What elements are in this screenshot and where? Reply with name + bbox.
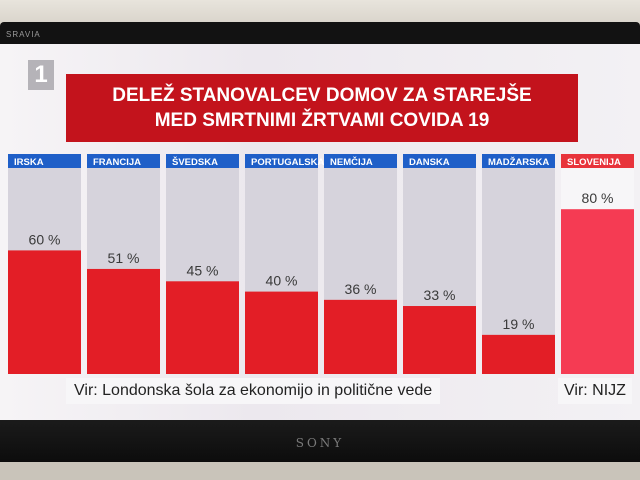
category-label: ŠVEDSKA [172,156,218,168]
category-header [324,154,397,168]
bar-value-label: 45 % [187,262,219,278]
chart-title-line-2: MED SMRTNIMI ŽRTVAMI COVIDA 19 [154,110,490,131]
source-left: Vir: Londonska šola za ekonomijo in poli… [66,378,441,404]
category-label: PORTUGALSKA [251,157,325,168]
tv-screen: 1 DELEŽ STANOVALCEV DOMOV ZA STAREJŠE ME… [0,44,640,420]
bar-value-label: 80 % [582,190,614,206]
bar [324,299,397,374]
category-header [8,154,81,168]
category-label: DANSKA [409,157,450,168]
bar [87,268,160,374]
category-header [561,154,634,168]
bar-value-label: 19 % [503,316,535,332]
category-label: FRANCIJA [93,157,141,168]
bar-chart: IRSKA 60 % FRANCIJA 51 % ŠVEDSKA 45 % PORTUGAL… [8,154,634,374]
tv-stand-area [0,462,640,480]
bar [482,334,555,374]
category-label: SLOVENIJA [567,157,621,168]
bar-value-label: 60 % [29,231,61,247]
bar [403,306,476,374]
bar [166,281,239,374]
category-header [482,154,555,168]
category-header [245,154,318,168]
bar-value-label: 40 % [266,273,298,289]
bar-value-label: 36 % [345,281,377,297]
category-label: NEMČIJA [330,156,373,168]
bar [245,291,318,374]
bar [561,209,634,374]
chart-title: DELEŽ STANOVALCEV DOMOV ZA STAREJŠE MED … [66,74,578,142]
category-label: MADŽARSKA [488,156,549,168]
category-label: IRSKA [14,157,44,168]
chart-title-line-1: DELEŽ STANOVALCEV DOMOV ZA STAREJŠE [112,85,532,106]
channel-logo: 1 [28,60,54,90]
bar-value-label: 51 % [108,250,140,266]
category-header [403,154,476,168]
tv-bezel-label: SRAVIA [6,30,41,39]
tv-brand-logo: SONY [295,436,345,450]
tv-bottom-bezel [0,420,640,466]
source-right: Vir: NIJZ [558,378,632,404]
category-header [87,154,160,168]
bar-value-label: 33 % [424,287,456,303]
bar [8,250,81,374]
category-header [166,154,239,168]
